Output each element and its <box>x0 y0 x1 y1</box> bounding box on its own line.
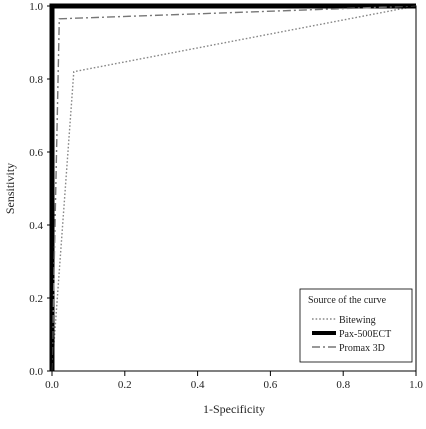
legend: Source of the curve Bitewing Pax-500ECT Pr… <box>299 288 413 363</box>
y-tick-label: 1.0 <box>29 1 43 13</box>
x-tick-label: 0.6 <box>264 379 278 391</box>
y-axis-label: Sensitivity <box>3 163 17 214</box>
x-axis-label: 1-Specificity <box>203 402 265 416</box>
legend-entry-label: Bitewing <box>339 315 376 326</box>
x-tick-label: 1.0 <box>409 379 423 391</box>
legend-box <box>299 288 413 363</box>
legend-entry-label: Promax 3D <box>339 343 385 354</box>
y-tick-label: 0.8 <box>29 74 43 86</box>
x-tick-label: 0.4 <box>191 379 205 391</box>
y-tick-label: 0.2 <box>29 293 43 305</box>
y-tick-label: 0.4 <box>29 220 43 232</box>
legend-title: Source of the curve <box>308 295 387 306</box>
series-line-bitewing <box>51 5 417 372</box>
series-line-promax-3d <box>51 5 417 372</box>
x-tick-label: 0.0 <box>45 379 59 391</box>
legend-items: Bitewing Pax-500ECT Promax 3D <box>312 315 391 354</box>
y-tick-label: 0.0 <box>29 366 43 378</box>
plot-frame <box>51 5 417 372</box>
legend-entry-label: Pax-500ECT <box>339 329 391 340</box>
y-tick-label: 0.6 <box>29 147 43 159</box>
axis-ticks: 0.0 0.2 0.4 0.6 0.8 1.0 0.0 0.2 0.4 0.6 0.8 1.0 <box>29 1 423 391</box>
x-tick-label: 0.2 <box>118 379 132 391</box>
x-tick-label: 0.8 <box>336 379 350 391</box>
